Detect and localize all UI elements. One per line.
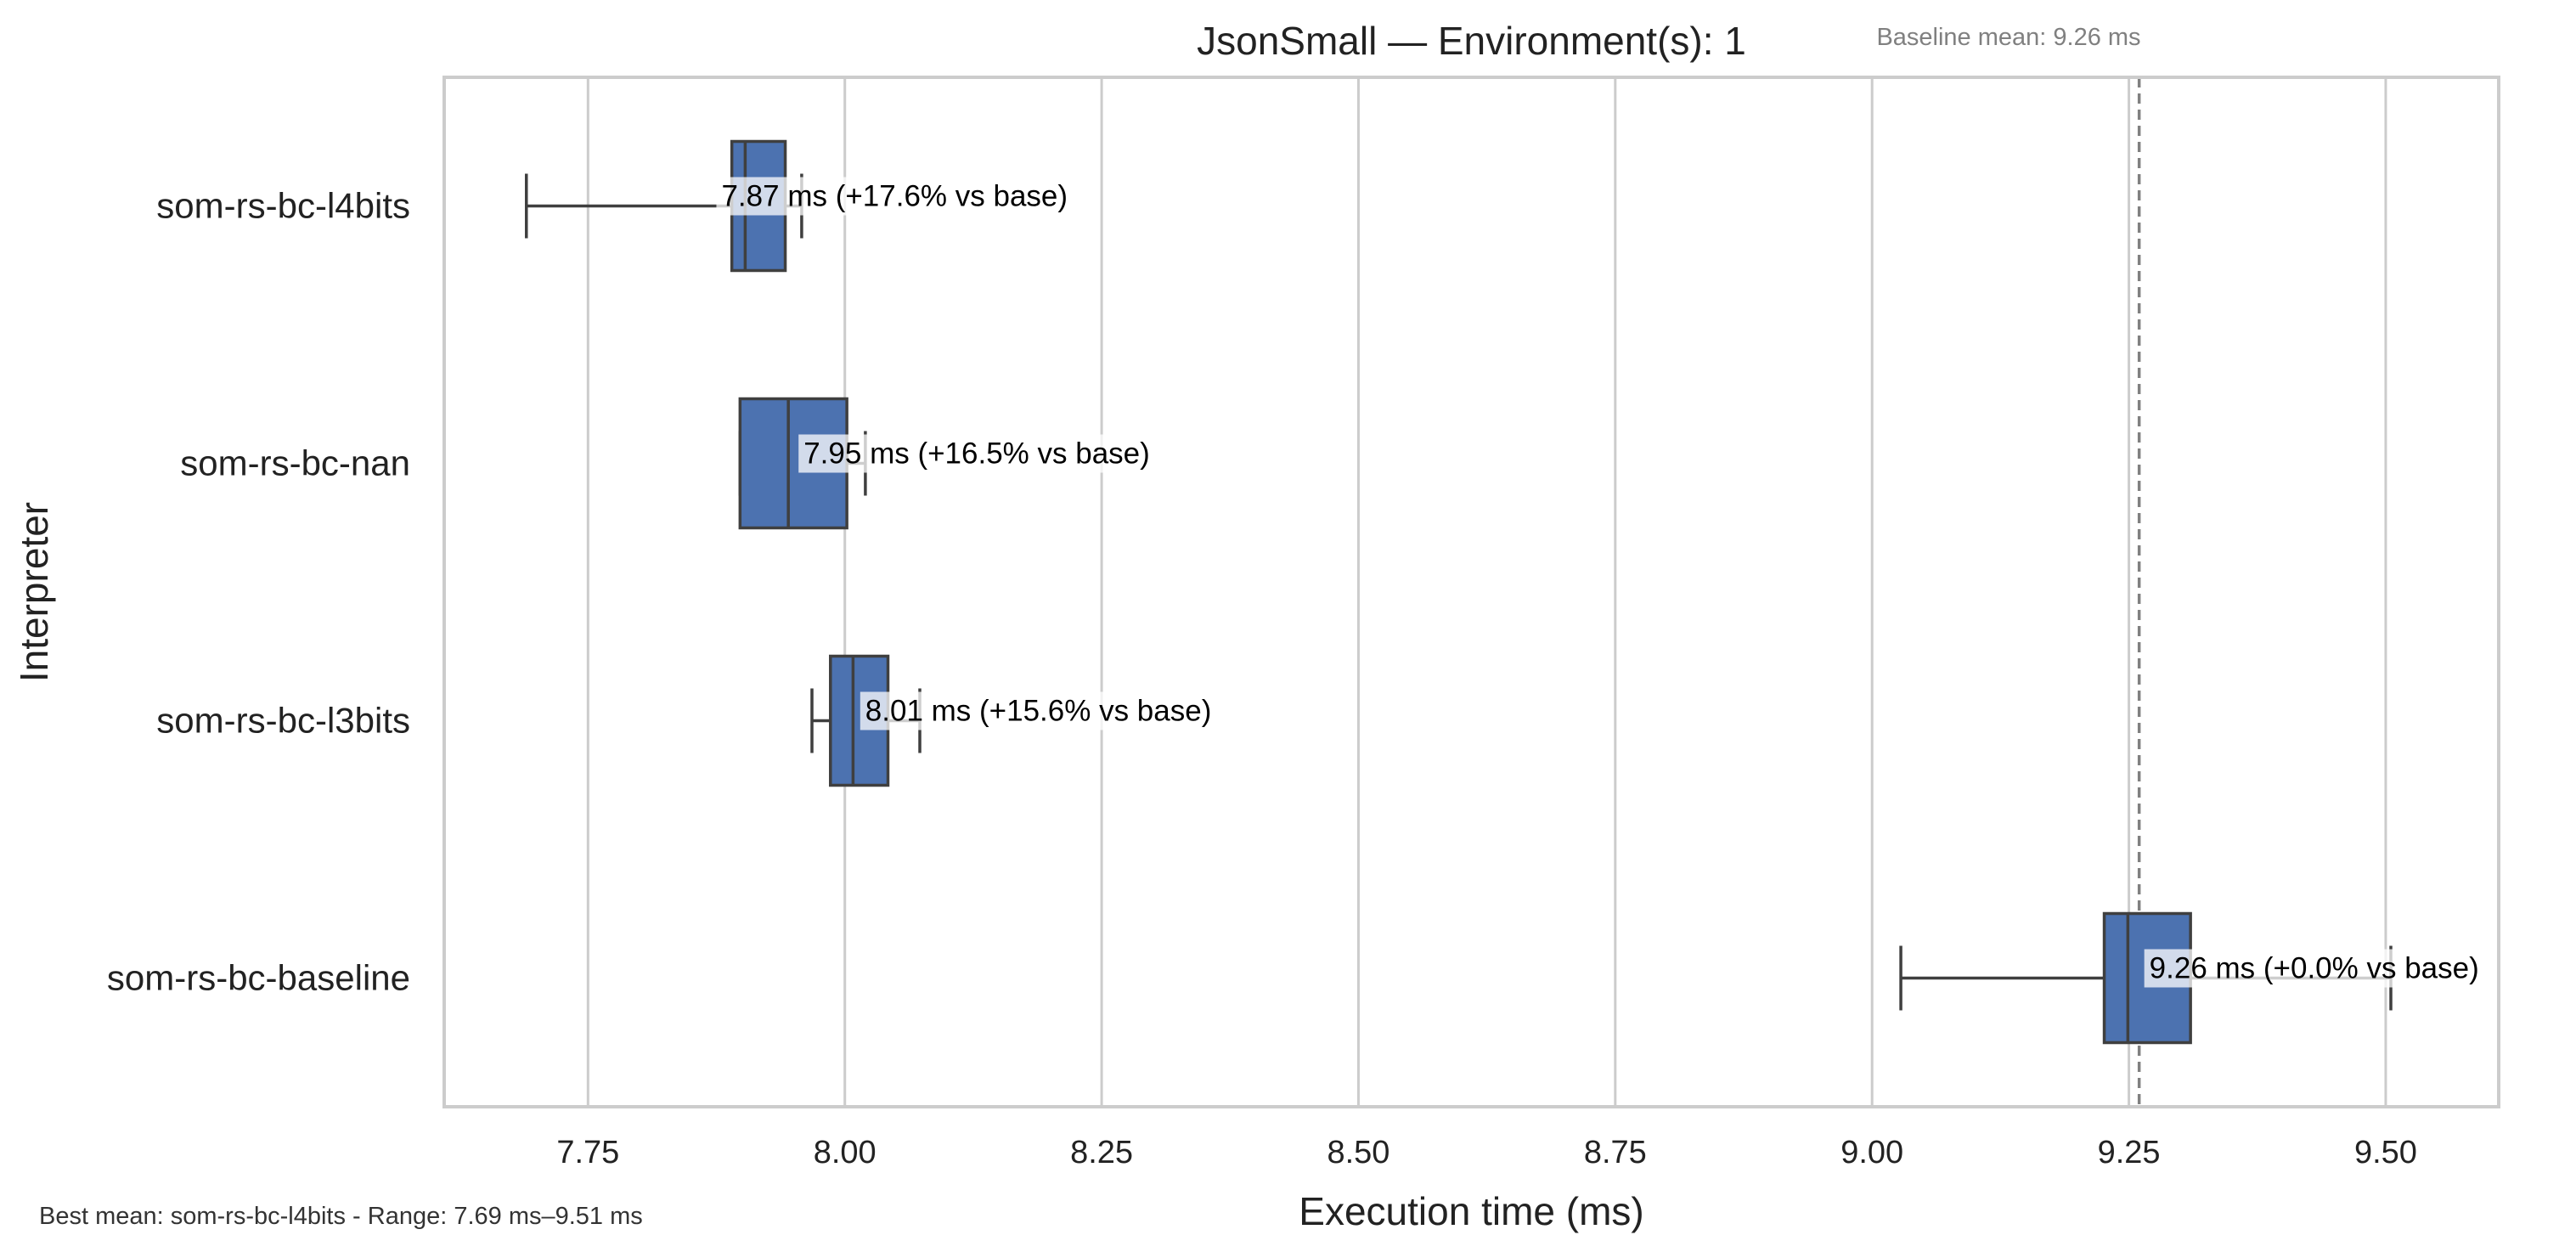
mean-annotation: 9.26 ms (+0.0% vs base)	[2144, 949, 2484, 988]
annotation-background	[798, 434, 1155, 473]
x-tick-label: 9.50	[2354, 1135, 2417, 1170]
x-tick-label: 8.25	[1070, 1135, 1133, 1170]
x-tick-label: 7.75	[556, 1135, 619, 1170]
y-tick-label: som-rs-bc-l3bits	[156, 701, 410, 741]
annotation-text: 9.26 ms (+0.0% vs base)	[2150, 952, 2479, 985]
x-axis-label: Execution time (ms)	[1299, 1189, 1643, 1233]
baseline-mean-label: Baseline mean: 9.26 ms	[1876, 24, 2140, 51]
annotation-background	[860, 691, 1217, 730]
y-tick-label: som-rs-bc-nan	[180, 443, 410, 483]
mean-annotation: 8.01 ms (+15.6% vs base)	[860, 691, 1217, 730]
mean-annotation: 7.95 ms (+16.5% vs base)	[798, 434, 1155, 473]
chart-title: JsonSmall — Environment(s): 1	[1197, 19, 1746, 63]
annotation-text: 7.95 ms (+16.5% vs base)	[803, 437, 1150, 471]
x-tick-label: 8.50	[1327, 1135, 1389, 1170]
annotation-background	[716, 177, 1074, 216]
annotation-text: 7.87 ms (+17.6% vs base)	[721, 180, 1068, 213]
y-axis-label: Interpreter	[12, 502, 56, 682]
plot-frame	[442, 76, 2500, 1108]
grid-layer	[586, 77, 2387, 1107]
y-tick-label: som-rs-bc-baseline	[107, 958, 410, 998]
label-layer: 7.87 ms (+17.6% vs base) 7.95 ms (+16.5% …	[716, 177, 2484, 988]
axis-layer: 7.75 8.00 8.25 8.50 8.75 9.00 9.25 9.50 som-rs-b…	[107, 186, 2417, 1171]
mean-annotation: 7.87 ms (+17.6% vs base)	[716, 177, 1074, 216]
x-tick-label: 8.75	[1584, 1135, 1647, 1170]
box-layer	[525, 139, 2393, 1045]
annotation-text: 8.01 ms (+15.6% vs base)	[865, 695, 1212, 728]
x-tick-label: 9.00	[1840, 1135, 1903, 1170]
y-tick-label: som-rs-bc-l4bits	[156, 186, 410, 226]
annotation-background	[2144, 949, 2484, 988]
footer-note: Best mean: som-rs-bc-l4bits - Range: 7.6…	[39, 1203, 643, 1230]
x-tick-label: 8.00	[814, 1135, 877, 1170]
x-tick-label: 9.25	[2098, 1135, 2161, 1170]
